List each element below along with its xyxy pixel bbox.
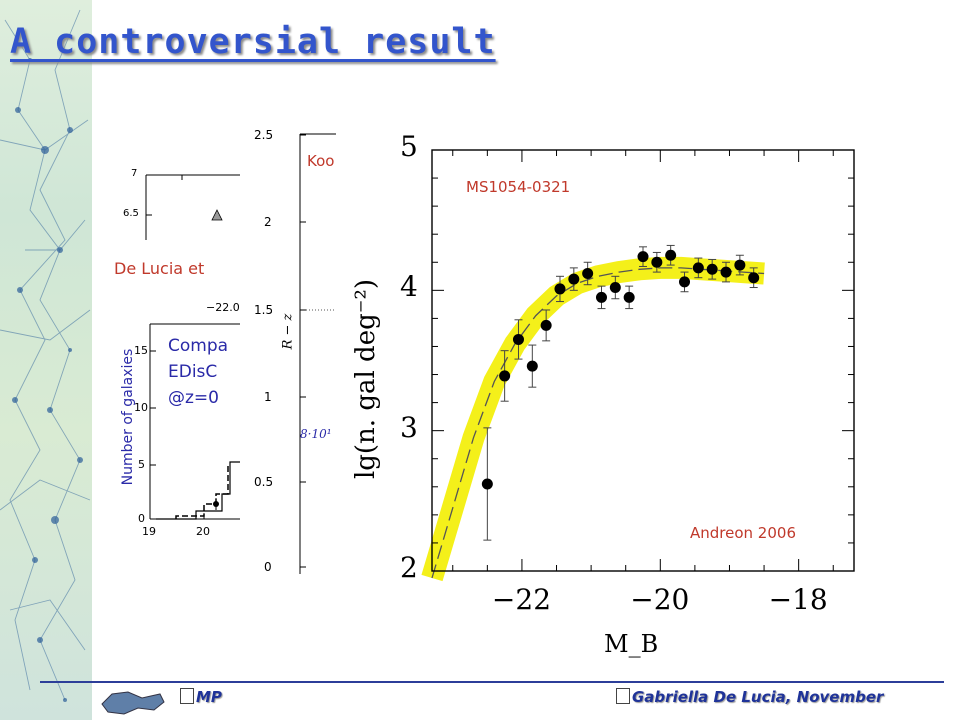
footer-left: MP bbox=[180, 688, 222, 706]
data-point-7 bbox=[582, 267, 594, 279]
footer-divider bbox=[40, 681, 944, 683]
panel-c-blue-label: 8·10¹ bbox=[300, 427, 332, 441]
panel-c-ytick-2-5: 2.5 bbox=[254, 128, 274, 142]
data-point-15 bbox=[692, 262, 704, 274]
panel-a-ytick-top: 7 bbox=[131, 168, 138, 179]
panel-b-top-tick: −22.00 bbox=[206, 301, 247, 314]
institute-logo-icon bbox=[101, 691, 165, 715]
panel-b-xtick-20: 20 bbox=[196, 525, 210, 538]
panel-c-ytick-1: 1 bbox=[264, 390, 272, 404]
panel-a-caption: De Lucia et bbox=[114, 259, 205, 278]
box-glyph-icon bbox=[616, 688, 630, 704]
data-point-3 bbox=[526, 360, 538, 372]
panel-c-ytick-0-5: 0.5 bbox=[254, 475, 274, 489]
main-chart-svg bbox=[421, 149, 855, 582]
footer-right: Gabriella De Lucia, November bbox=[616, 688, 883, 706]
data-point-8 bbox=[595, 291, 607, 303]
data-point-9 bbox=[609, 282, 621, 294]
panel-b-ytick-10: 10 bbox=[134, 401, 148, 414]
data-point-14 bbox=[679, 276, 691, 288]
panel-b-text-line-2: EDisC bbox=[168, 362, 218, 382]
panel-a-ytick-2: 6.5 bbox=[123, 208, 139, 219]
data-point-18 bbox=[734, 259, 746, 271]
panel-a-axes bbox=[145, 174, 250, 240]
data-point-16 bbox=[706, 263, 718, 275]
xtick-minus-18: −18 bbox=[768, 583, 828, 616]
panel-c-ylabel: R − z bbox=[280, 313, 296, 350]
panel-b-ytick-0: 0 bbox=[138, 512, 145, 525]
triangle-marker bbox=[211, 209, 223, 221]
box-glyph-icon bbox=[180, 688, 194, 704]
panel-c: 2.5 2 1.5 1 0.5 0 R − z Koo 8·10¹ bbox=[240, 124, 340, 584]
data-point-6 bbox=[568, 273, 580, 285]
footer-right-text: Gabriella De Lucia, November bbox=[632, 688, 884, 706]
panel-b-axes bbox=[149, 323, 256, 520]
panel-c-red-label: Koo bbox=[307, 152, 335, 170]
panel-b: −22.00 15 10 5 0 19 20 Number of galaxie… bbox=[96, 294, 256, 544]
data-point-1 bbox=[499, 370, 511, 382]
panel-c-ytick-1-5: 1.5 bbox=[254, 303, 274, 317]
ytick-2: 2 bbox=[400, 551, 418, 584]
data-point-11 bbox=[637, 251, 649, 263]
data-point-4 bbox=[540, 319, 552, 331]
left-decorative-strip bbox=[0, 0, 92, 720]
x-axis-label: M_B bbox=[604, 630, 659, 658]
y-axis-label: lg(n. gal deg⁻²) bbox=[351, 278, 381, 480]
data-point-0 bbox=[481, 478, 493, 490]
data-point-12 bbox=[651, 256, 663, 268]
panel-b-text-line-1: Compa bbox=[168, 336, 229, 356]
panel-a: 7 6.5 De Lucia et bbox=[110, 160, 250, 280]
slide-title: A controversial result bbox=[10, 22, 496, 62]
data-point-13 bbox=[665, 249, 677, 261]
panel-b-ytick-15: 15 bbox=[134, 344, 148, 357]
data-point-10 bbox=[623, 291, 635, 303]
panel-c-ytick-0: 0 bbox=[264, 560, 272, 574]
panel-b-ylabel: Number of galaxies bbox=[120, 348, 136, 486]
xtick-minus-22: −22 bbox=[491, 583, 552, 616]
xtick-minus-20: −20 bbox=[630, 583, 690, 616]
panel-b-ytick-5: 5 bbox=[138, 458, 145, 471]
data-point-5 bbox=[554, 283, 566, 295]
panel-c-ytick-2: 2 bbox=[264, 215, 272, 229]
annotation-andreon-2006: Andreon 2006 bbox=[690, 524, 796, 542]
data-point-19 bbox=[748, 272, 760, 284]
plot-frame bbox=[431, 149, 855, 572]
data-point-2 bbox=[512, 333, 524, 345]
ytick-4: 4 bbox=[400, 270, 418, 304]
data-point-17 bbox=[720, 266, 732, 278]
annotation-ms1054: MS1054-0321 bbox=[466, 178, 571, 196]
cosmic-web-background bbox=[0, 9, 91, 702]
panel-b-xtick-19: 19 bbox=[142, 525, 156, 538]
ytick-3: 3 bbox=[400, 410, 418, 444]
footer-left-text: MP bbox=[196, 688, 222, 706]
main-chart: 5 4 3 2 −22 −20 −18 M_B lg(n. gal deg⁻²)… bbox=[336, 118, 880, 684]
panel-c-axes bbox=[299, 133, 340, 574]
ytick-5: 5 bbox=[400, 130, 418, 163]
panel-b-text-line-3: @z=0 bbox=[168, 388, 219, 408]
